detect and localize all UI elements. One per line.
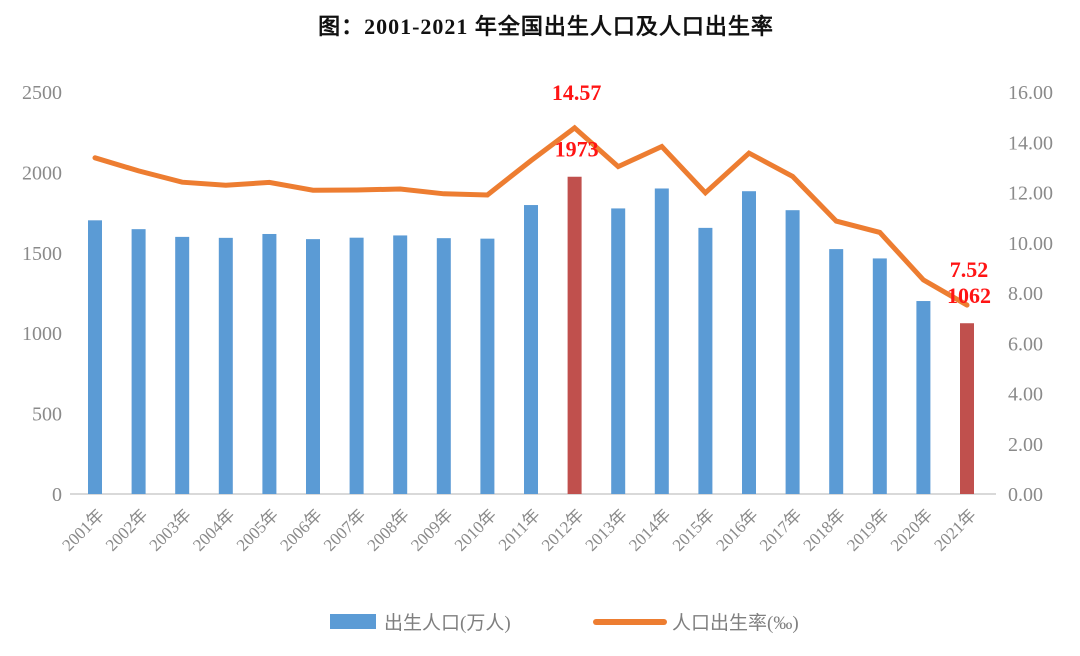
bar-2003年 xyxy=(175,236,190,494)
bar-2020年 xyxy=(916,301,931,494)
y-axis-left-tick: 0 xyxy=(52,484,62,506)
bar-2004年 xyxy=(218,237,233,495)
bar-2009年 xyxy=(436,238,451,494)
x-axis-tick-label: 2002年 xyxy=(102,505,151,554)
x-axis-tick-label: 2003年 xyxy=(146,505,195,554)
x-axis-tick-label: 2007年 xyxy=(320,505,369,554)
x-axis-tick-label: 2009年 xyxy=(407,505,456,554)
x-axis-tick-label: 2018年 xyxy=(800,505,849,554)
bar-2018年 xyxy=(829,249,844,494)
annotation-rate-2021年: 7.52 xyxy=(950,257,989,282)
bar-2016年 xyxy=(742,191,756,494)
y-axis-left-tick: 2500 xyxy=(22,82,62,104)
x-axis-tick-label: 2019年 xyxy=(843,505,892,554)
bar-2012年 xyxy=(567,176,582,495)
annotation-rate-2012年: 14.57 xyxy=(552,80,602,105)
y-axis-right-tick: 12.00 xyxy=(1008,183,1053,205)
bar-2008年 xyxy=(393,235,408,494)
annotation-births-2021年: 1062 xyxy=(947,283,991,308)
x-axis-tick-label: 2005年 xyxy=(233,505,282,554)
y-axis-right-tick: 0.00 xyxy=(1008,484,1043,506)
y-axis-left-tick: 500 xyxy=(32,404,62,426)
bar-2002年 xyxy=(131,229,146,494)
y-axis-right-tick: 4.00 xyxy=(1008,384,1043,406)
plot-area: 2500 2000 1500 1000 500 0 16.00 14.00 12.00 10.00… xyxy=(22,80,1053,555)
annotation-births-2012年: 1973 xyxy=(555,137,599,162)
x-axis-tick-label: 2016年 xyxy=(712,505,761,554)
bar-2019年 xyxy=(872,258,887,494)
bar-2001年 xyxy=(88,220,102,494)
bar-2013年 xyxy=(611,208,626,495)
chart-title: 图：2001-2021 年全国出生人口及人口出生率 xyxy=(318,14,774,39)
x-axis-tick-label: 2015年 xyxy=(669,505,718,554)
x-axis-tick-label: 2006年 xyxy=(276,505,325,554)
chart-legend: 出生人口(万人) 人口出生率(‰) xyxy=(330,612,799,634)
bar-2011年 xyxy=(524,205,538,494)
legend-line-label: 人口出生率(‰) xyxy=(672,612,799,634)
y-axis-left-tick: 1000 xyxy=(22,323,62,345)
x-axis-tick-label: 2010年 xyxy=(451,505,500,554)
y-axis-left-tick: 2000 xyxy=(22,162,62,184)
bar-2021年 xyxy=(960,323,974,494)
x-axis-tick-label: 2012年 xyxy=(538,505,587,554)
y-axis-right-tick: 16.00 xyxy=(1008,82,1053,104)
legend-bar-label: 出生人口(万人) xyxy=(384,612,511,634)
legend-bar-swatch xyxy=(330,614,376,629)
y-axis-right-tick: 14.00 xyxy=(1008,132,1053,154)
x-axis-tick-label: 2008年 xyxy=(364,505,413,554)
bar-2007年 xyxy=(349,237,364,494)
x-axis-tick-label: 2013年 xyxy=(582,505,631,554)
y-axis-right-tick: 2.00 xyxy=(1008,434,1043,456)
birth-rate-line xyxy=(92,124,970,308)
x-axis-tick-label: 2020年 xyxy=(887,505,936,554)
x-axis-tick-label: 2004年 xyxy=(189,505,238,554)
x-axis-tick-label: 2017年 xyxy=(756,505,805,554)
bar-2017年 xyxy=(785,210,800,495)
x-axis-tick-label: 2014年 xyxy=(625,505,674,554)
y-axis-right-tick: 8.00 xyxy=(1008,283,1043,305)
y-axis-right-tick: 10.00 xyxy=(1008,233,1053,255)
y-axis-right-tick: 6.00 xyxy=(1008,333,1043,355)
bar-2015年 xyxy=(698,227,713,494)
bar-2005年 xyxy=(262,233,277,495)
bar-2010年 xyxy=(480,238,495,494)
y-axis-left-tick: 1500 xyxy=(22,243,62,265)
x-axis-tick-label: 2011年 xyxy=(495,505,544,554)
x-axis-tick-label: 2021年 xyxy=(930,505,979,554)
bar-2006年 xyxy=(306,239,320,494)
x-axis-tick-label: 2001年 xyxy=(58,505,107,554)
bar-2014年 xyxy=(654,188,669,495)
